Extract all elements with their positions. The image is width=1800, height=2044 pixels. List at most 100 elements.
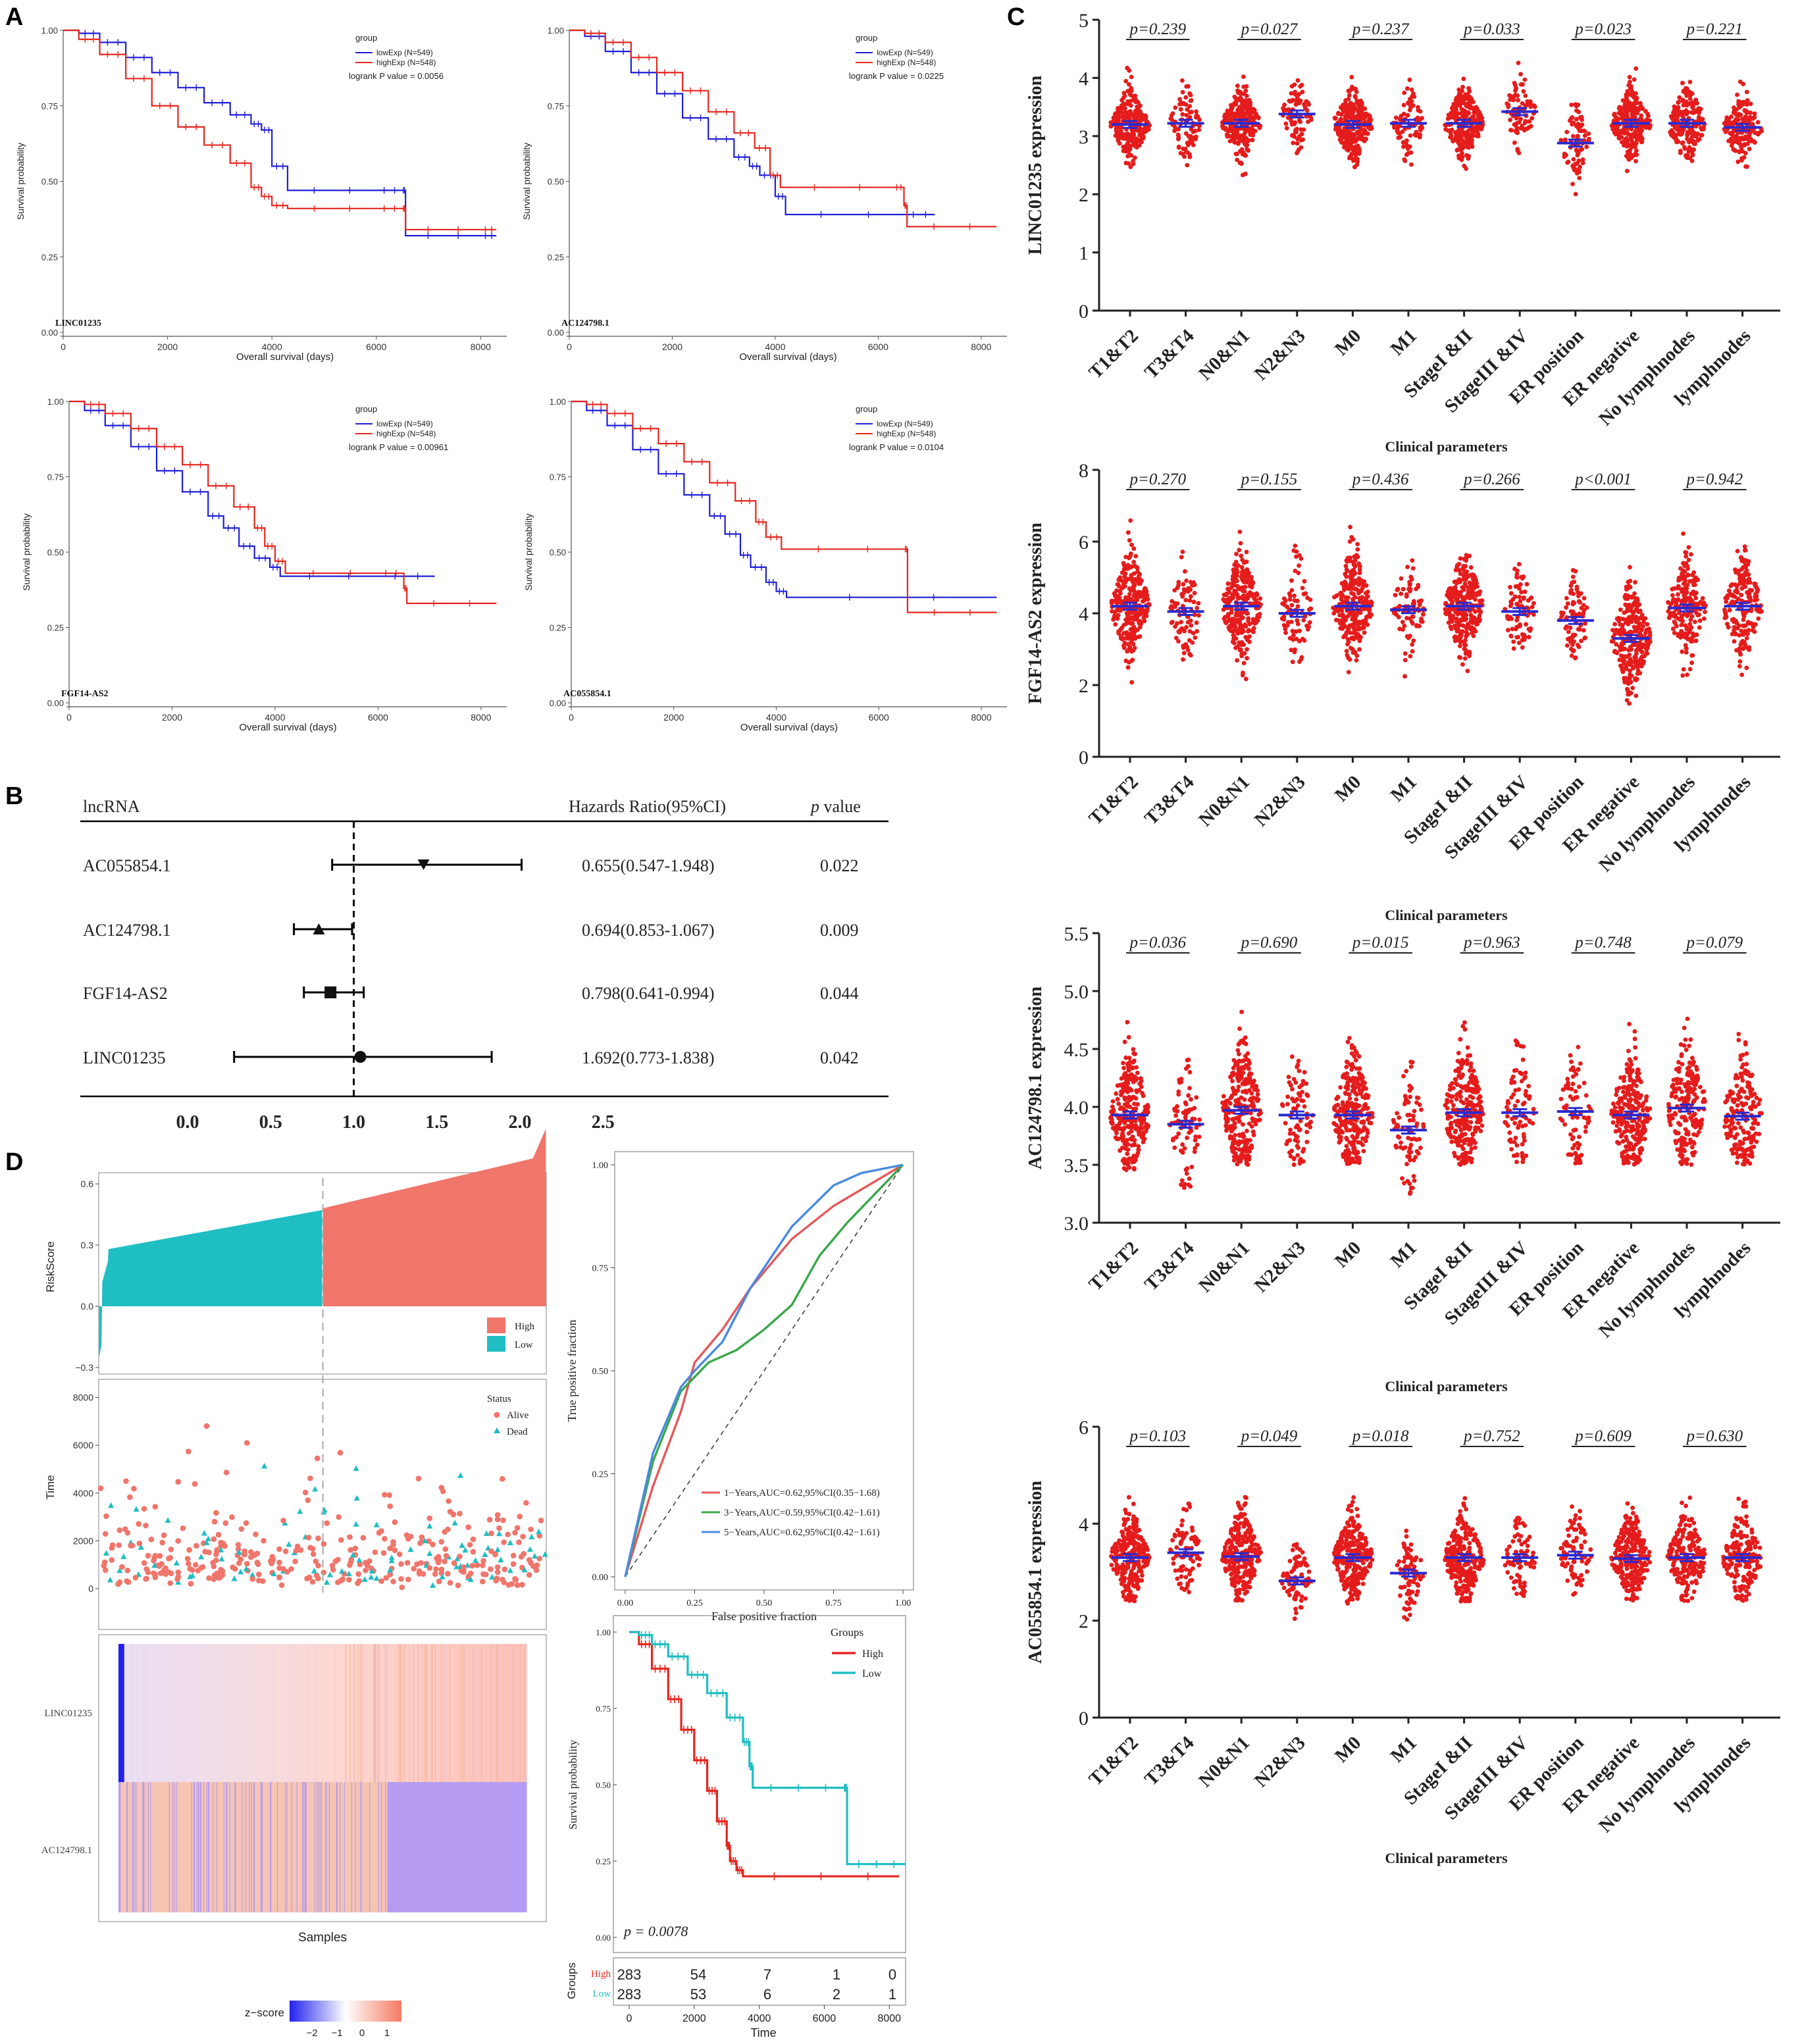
data-dot bbox=[1357, 567, 1362, 572]
data-dot bbox=[1121, 91, 1127, 95]
data-dot bbox=[1131, 546, 1137, 551]
legend-title: group bbox=[856, 404, 877, 414]
data-dot bbox=[1528, 596, 1533, 601]
data-dot bbox=[1681, 531, 1685, 536]
data-dot bbox=[1645, 646, 1650, 650]
data-dot bbox=[1689, 625, 1694, 630]
y-tick-label: 0.25 bbox=[548, 252, 564, 262]
data-dot bbox=[1516, 561, 1522, 567]
data-dot bbox=[1416, 108, 1421, 113]
dot-group bbox=[1168, 78, 1202, 168]
data-dot bbox=[1674, 136, 1679, 141]
data-dot bbox=[1737, 573, 1742, 578]
y-tick-label: 0.25 bbox=[47, 623, 64, 633]
data-dot bbox=[1735, 92, 1739, 97]
y-tick-label: 0.75 bbox=[550, 473, 566, 482]
data-dot bbox=[1130, 621, 1135, 626]
data-dot bbox=[1290, 659, 1295, 665]
data-dot bbox=[1456, 88, 1462, 92]
data-dot bbox=[1258, 596, 1263, 601]
data-dot bbox=[1123, 1055, 1129, 1060]
data-dot bbox=[1726, 588, 1732, 594]
data-dot bbox=[1570, 115, 1575, 120]
data-dot bbox=[1636, 624, 1641, 629]
data-dot bbox=[1402, 657, 1408, 663]
data-dot bbox=[1297, 628, 1302, 634]
data-dot bbox=[1571, 648, 1576, 653]
data-dot bbox=[1456, 561, 1462, 567]
y-tick-label: 3 bbox=[1079, 126, 1089, 148]
data-dot bbox=[1345, 625, 1350, 630]
x-tick-label: 0 bbox=[66, 712, 72, 723]
row-lncrna-name: AC055854.1 bbox=[83, 856, 171, 875]
data-dot bbox=[1397, 603, 1402, 609]
panel-letter-b: B bbox=[5, 782, 23, 810]
data-dot bbox=[1131, 1166, 1137, 1171]
data-dot bbox=[1363, 617, 1368, 622]
data-dot bbox=[1526, 626, 1531, 632]
data-dot bbox=[1223, 615, 1227, 620]
data-dot bbox=[1117, 141, 1122, 146]
data-dot bbox=[1464, 570, 1469, 575]
data-dot bbox=[1700, 596, 1705, 601]
data-dot bbox=[1237, 640, 1242, 645]
data-dot bbox=[1404, 594, 1409, 599]
data-dot bbox=[1122, 1039, 1127, 1044]
gene-label: AC124798.1 bbox=[561, 319, 609, 328]
data-dot bbox=[1577, 627, 1582, 632]
data-dot bbox=[1352, 572, 1356, 577]
data-dot bbox=[1243, 104, 1248, 109]
data-dot bbox=[1520, 645, 1525, 650]
data-dot bbox=[1574, 116, 1579, 122]
data-dot bbox=[1576, 644, 1581, 650]
data-dot bbox=[1176, 629, 1181, 634]
data-dot bbox=[1132, 116, 1137, 121]
data-dot bbox=[1125, 89, 1130, 93]
data-dot bbox=[1126, 1035, 1131, 1040]
data-dot bbox=[1192, 590, 1197, 596]
data-dot bbox=[1410, 642, 1415, 647]
data-dot bbox=[1513, 128, 1518, 134]
data-dot bbox=[1333, 116, 1338, 121]
data-dot bbox=[1407, 580, 1412, 584]
data-dot bbox=[1747, 576, 1751, 581]
data-dot bbox=[1350, 647, 1355, 652]
data-dot bbox=[1188, 580, 1193, 584]
x-tick-label: 2.5 bbox=[592, 1112, 615, 1133]
data-dot bbox=[1574, 108, 1579, 113]
data-dot bbox=[1247, 621, 1252, 626]
data-dot bbox=[1110, 609, 1114, 614]
data-dot bbox=[1192, 582, 1197, 588]
data-dot bbox=[1521, 89, 1526, 94]
data-dot bbox=[1580, 147, 1585, 152]
data-dot bbox=[1694, 632, 1699, 637]
data-dot bbox=[1512, 82, 1518, 88]
data-dot bbox=[1142, 115, 1147, 119]
data-dot bbox=[1626, 585, 1632, 590]
data-dot bbox=[1689, 639, 1695, 644]
data-dot bbox=[1647, 124, 1653, 129]
data-dot bbox=[1405, 86, 1410, 91]
data-dot bbox=[1678, 617, 1683, 623]
data-dot bbox=[1173, 624, 1178, 629]
header-hazard-ratio: Hazards Ratio(95%CI) bbox=[569, 797, 726, 816]
data-dot bbox=[1565, 601, 1570, 606]
data-dot bbox=[1457, 142, 1462, 147]
data-dot bbox=[1624, 168, 1630, 174]
data-dot bbox=[1700, 602, 1705, 607]
data-dot bbox=[1680, 80, 1685, 86]
data-dot bbox=[1405, 113, 1410, 118]
data-dot bbox=[1568, 590, 1574, 595]
data-dot bbox=[1624, 101, 1628, 105]
row-lncrna-name: FGF14-AS2 bbox=[83, 984, 168, 1003]
x-tick-label: M0 bbox=[1331, 325, 1365, 359]
data-dot bbox=[1569, 103, 1574, 107]
data-dot bbox=[1624, 617, 1630, 622]
data-dot bbox=[1123, 571, 1128, 576]
data-dot bbox=[1410, 558, 1415, 563]
data-dot bbox=[1684, 93, 1689, 98]
dot-group bbox=[1331, 524, 1374, 675]
data-dot bbox=[1416, 582, 1421, 588]
data-dot bbox=[1191, 143, 1196, 147]
data-dot bbox=[1614, 125, 1619, 130]
